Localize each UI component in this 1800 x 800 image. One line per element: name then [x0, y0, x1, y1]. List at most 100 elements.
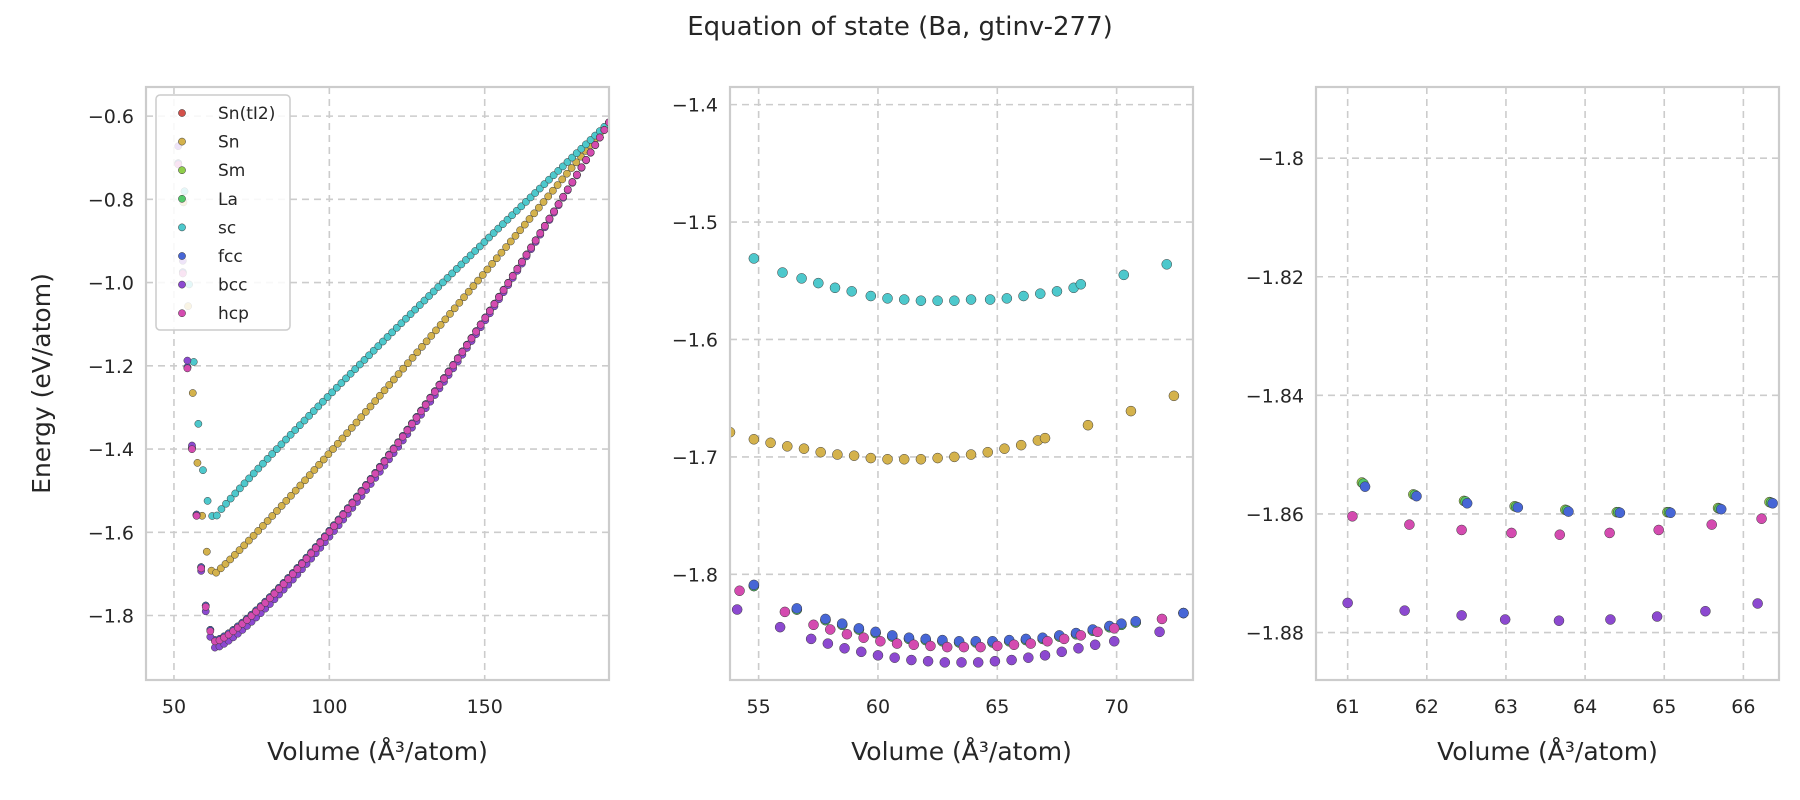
point-sn — [539, 198, 548, 206]
point-sn — [446, 310, 454, 318]
point-sc — [379, 337, 387, 346]
point-hcp — [343, 505, 352, 513]
point-sn — [310, 466, 319, 474]
y-tick-label: −1.88 — [1246, 623, 1304, 645]
point-hcp — [380, 457, 389, 466]
point-hcp — [779, 606, 791, 618]
point-sc — [1001, 293, 1013, 304]
y-tick-label: −1.7 — [672, 447, 718, 469]
legend-marker — [178, 194, 186, 203]
data-points — [730, 253, 1189, 668]
point-sc — [328, 388, 337, 397]
point-hcp — [1554, 529, 1566, 540]
point-sn — [748, 434, 760, 445]
point-sc — [508, 211, 516, 220]
point-sn — [798, 443, 810, 454]
point-hcp — [1506, 527, 1517, 539]
point-hcp — [568, 178, 577, 187]
point-hcp — [302, 554, 311, 563]
point-hcp — [394, 439, 403, 447]
point-fcc — [1461, 498, 1473, 509]
point-hcp — [858, 632, 869, 643]
point-hcp — [925, 640, 936, 652]
point-hcp — [330, 522, 338, 531]
point-sn — [478, 271, 487, 279]
point-sc — [383, 333, 392, 341]
point-sn — [221, 560, 230, 568]
point-fcc — [748, 579, 760, 591]
point-sn — [999, 443, 1010, 454]
point-hcp — [1108, 623, 1120, 634]
point-sc — [535, 184, 544, 193]
point-hcp — [577, 163, 586, 172]
point-bcc — [731, 604, 743, 615]
point-sn — [534, 203, 543, 212]
point-sn — [483, 265, 492, 274]
point-sn — [567, 164, 576, 172]
legend-label: Sn — [218, 133, 240, 153]
point-sn — [296, 481, 305, 490]
point-sn — [1125, 405, 1137, 417]
point-sc — [203, 497, 212, 505]
point-sc — [457, 260, 466, 269]
point-sc — [272, 445, 281, 453]
point-bcc — [1605, 614, 1616, 625]
point-sc — [263, 454, 272, 463]
point-hcp — [463, 341, 471, 350]
point-sn — [530, 209, 539, 218]
y-tick-label: −1.84 — [1246, 385, 1304, 407]
point-sc — [332, 383, 341, 392]
point-sc — [277, 440, 286, 449]
point-bcc — [1023, 652, 1034, 663]
point-sn — [399, 364, 408, 373]
point-bcc — [1499, 614, 1511, 625]
point-bcc — [1108, 635, 1120, 647]
point-sn — [488, 260, 496, 268]
point-hcp — [600, 126, 609, 134]
data-points — [1342, 477, 1778, 626]
point-sc — [176, 79, 183, 86]
point-sc — [323, 393, 332, 401]
point-sn — [216, 564, 225, 573]
point-sc — [337, 379, 346, 387]
point-sn — [516, 226, 524, 235]
point-sn — [188, 389, 197, 397]
point-sc — [1075, 279, 1087, 290]
point-sc — [360, 356, 369, 364]
point-hcp — [875, 635, 886, 647]
point-sc — [829, 282, 841, 294]
point-sn — [1039, 432, 1051, 444]
point-sc — [1118, 269, 1130, 281]
point-sc — [259, 459, 267, 468]
point-fcc — [1665, 507, 1676, 519]
point-hcp — [1008, 639, 1020, 651]
point-sn — [404, 359, 412, 368]
x-tick-label: 66 — [1731, 696, 1755, 718]
point-hcp — [170, 38, 177, 45]
x-axis-label: Volume (Å³/atom) — [851, 737, 1072, 766]
x-tick-label: 55 — [747, 696, 771, 718]
point-sn — [553, 181, 562, 189]
x-tick-label: 65 — [1652, 696, 1676, 718]
axes-frame — [144, 85, 611, 682]
y-tick-label: −1.0 — [88, 273, 134, 295]
point-sn — [474, 276, 482, 285]
point-hcp — [453, 354, 462, 363]
point-hcp — [1347, 511, 1358, 522]
point-sn — [263, 517, 272, 525]
point-sn — [245, 536, 253, 545]
point-sc — [512, 206, 521, 215]
point-hcp — [595, 133, 604, 142]
point-sc — [406, 310, 415, 318]
point-sn — [832, 449, 843, 460]
point-hcp — [550, 207, 558, 216]
point-bcc — [989, 655, 1001, 667]
point-sc — [217, 505, 226, 513]
point-sn — [418, 342, 426, 351]
point-sc — [397, 319, 406, 328]
point-sn — [371, 397, 380, 405]
point-bcc — [956, 657, 967, 668]
point-sc — [189, 358, 198, 366]
point-sc — [540, 180, 549, 188]
